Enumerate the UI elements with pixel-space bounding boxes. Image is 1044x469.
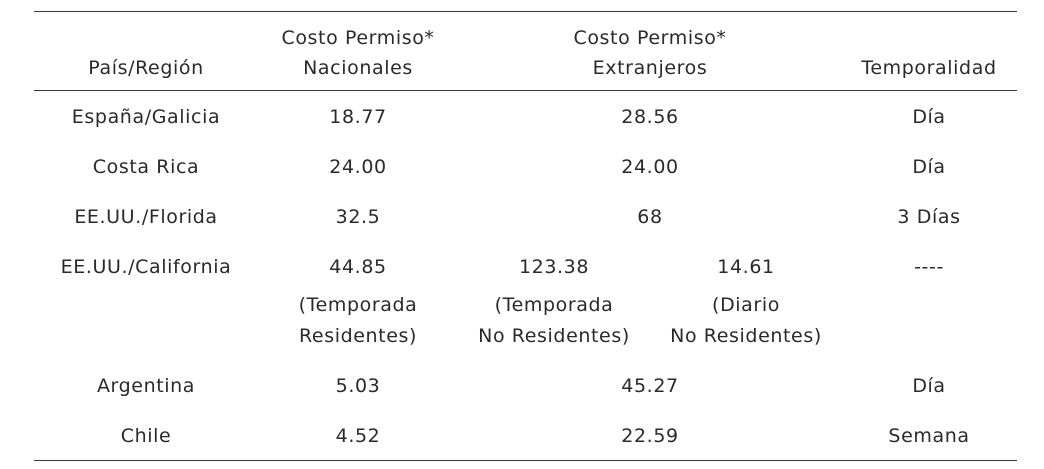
cell-foreigners: 45.27 [621, 375, 679, 397]
cell-period: Día [912, 375, 946, 397]
cell-nationals: 4.52 [335, 425, 381, 447]
cell-country: EE.UU./California [60, 256, 232, 278]
cell-foreigners-season: 123.38 [518, 256, 590, 278]
header-country: País/Región [88, 57, 204, 79]
cell-nationals-note-2: Residentes) [298, 325, 418, 347]
cell-foreigners-daily-note-1: (Diario [712, 294, 780, 316]
cell-period: ---- [914, 256, 944, 278]
table-top-rule [34, 11, 1017, 12]
cell-nationals-note-1: (Temporada [298, 294, 418, 316]
cell-foreigners: 68 [637, 206, 663, 228]
table-bottom-rule [34, 460, 1017, 461]
header-foreigners-line1: Costo Permiso* [573, 27, 727, 49]
cell-foreigners: 28.56 [621, 106, 679, 128]
cell-nationals: 5.03 [335, 375, 381, 397]
cell-foreigners-season-note-2: No Residentes) [478, 325, 630, 347]
cell-foreigners-season-note-1: (Temporada [494, 294, 614, 316]
header-foreigners-line2: Extranjeros [592, 57, 708, 79]
header-nationals-line2: Nacionales [303, 57, 413, 79]
cell-nationals: 44.85 [329, 256, 387, 278]
cell-period: Día [912, 156, 946, 178]
cell-foreigners-daily: 14.61 [717, 256, 775, 278]
header-period: Temporalidad [861, 57, 997, 79]
header-bottom-rule [34, 90, 1017, 91]
cell-country: EE.UU./Florida [74, 206, 218, 228]
cell-country: España/Galicia [71, 106, 221, 128]
cell-nationals: 32.5 [335, 206, 381, 228]
cell-foreigners-daily-note-2: No Residentes) [670, 325, 822, 347]
cell-period: 3 Días [897, 206, 961, 228]
cell-country: Chile [120, 425, 172, 447]
cell-country: Costa Rica [92, 156, 200, 178]
cell-country: Argentina [96, 375, 196, 397]
cell-nationals: 18.77 [329, 106, 387, 128]
cell-nationals: 24.00 [329, 156, 387, 178]
cell-period: Semana [888, 425, 970, 447]
cell-foreigners: 22.59 [621, 425, 679, 447]
cell-foreigners: 24.00 [621, 156, 679, 178]
header-nationals-line1: Costo Permiso* [281, 27, 435, 49]
cell-period: Día [912, 106, 946, 128]
